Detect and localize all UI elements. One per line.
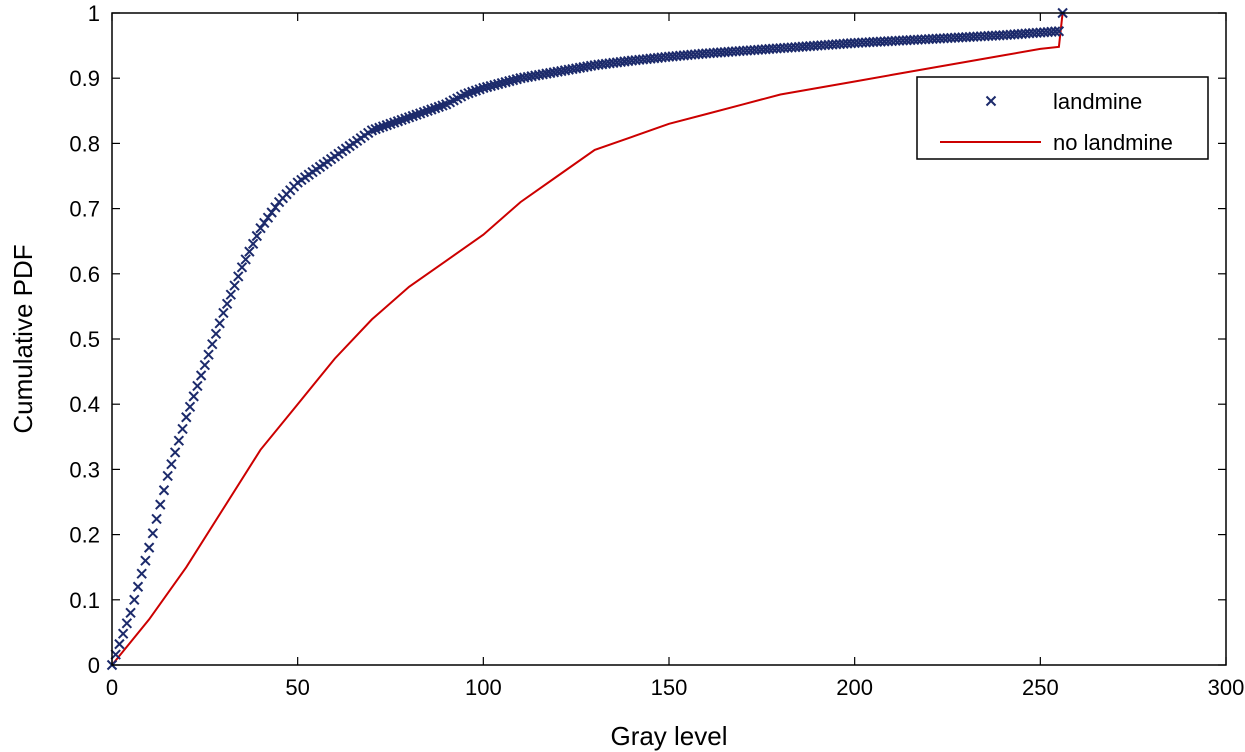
landmine-marker — [221, 298, 233, 309]
series-no-landmine-line — [111, 12, 1064, 666]
landmine-marker — [162, 470, 173, 482]
landmine-marker — [207, 339, 218, 350]
x-tick-label: 50 — [285, 675, 309, 700]
landmine-marker — [270, 202, 281, 213]
landmine-marker — [147, 528, 159, 539]
landmine-marker — [1049, 26, 1061, 37]
landmine-marker — [169, 447, 181, 458]
legend: landmine no landmine — [916, 76, 1209, 160]
landmine-marker — [199, 359, 211, 371]
legend-box — [916, 76, 1209, 160]
landmine-marker — [166, 458, 177, 470]
legend-no-landmine-label: no landmine — [1053, 130, 1173, 155]
legend-landmine-marker — [985, 95, 997, 107]
landmine-marker — [114, 638, 125, 650]
landmine-marker — [181, 412, 192, 423]
axis-ticks: 0 50 100 150 200 250 300 0 0.1 0.2 0.3 0.4 0.5 0.6 0.7… — [69, 1, 1244, 700]
landmine-marker — [158, 485, 170, 496]
landmine-marker — [173, 435, 185, 446]
y-tick-label: 0.2 — [69, 523, 100, 548]
landmine-marker — [266, 207, 277, 218]
y-tick-label: 0.1 — [69, 588, 100, 613]
y-tick-label: 0.3 — [69, 457, 100, 482]
x-tick-label: 250 — [1022, 675, 1059, 700]
x-tick-label: 150 — [651, 675, 688, 700]
y-tick-label: 0 — [88, 653, 100, 678]
landmine-marker — [184, 401, 196, 413]
landmine-marker — [155, 499, 166, 510]
landmine-marker — [210, 328, 222, 339]
x-axis-title: Gray level — [610, 721, 727, 751]
landmine-marker — [225, 289, 237, 300]
landmine-marker — [117, 628, 129, 639]
landmine-marker — [121, 618, 133, 629]
landmine-marker — [203, 349, 214, 360]
landmine-marker — [143, 542, 155, 553]
x-tick-label: 300 — [1208, 675, 1245, 700]
landmine-marker — [240, 254, 251, 265]
y-tick-label: 0.8 — [69, 131, 100, 156]
landmine-marker — [218, 307, 229, 319]
y-axis-title: Cumulative PDF — [8, 244, 38, 433]
legend-landmine-label: landmine — [1053, 89, 1142, 114]
landmine-marker — [140, 555, 151, 566]
x-tick-label: 0 — [106, 675, 118, 700]
landmine-marker — [244, 246, 255, 257]
y-tick-label: 0.4 — [69, 392, 100, 417]
landmine-marker — [255, 222, 266, 234]
landmine-marker — [151, 513, 162, 525]
landmine-marker — [195, 370, 207, 381]
landmine-marker — [251, 230, 263, 242]
y-tick-label: 0.6 — [69, 262, 100, 287]
landmine-marker — [214, 318, 225, 329]
landmine-marker — [233, 271, 244, 282]
y-tick-label: 0.7 — [69, 197, 100, 222]
landmine-marker — [1053, 26, 1065, 37]
landmine-marker — [262, 212, 274, 223]
x-tick-label: 100 — [465, 675, 502, 700]
landmine-marker — [247, 238, 259, 250]
landmine-marker — [136, 568, 147, 579]
landmine-marker — [229, 280, 240, 291]
landmine-marker — [236, 262, 248, 273]
y-tick-label: 0.9 — [69, 66, 100, 91]
landmine-marker — [188, 391, 199, 402]
x-tick-label: 200 — [836, 675, 873, 700]
plot-area — [106, 7, 1068, 671]
landmine-marker — [132, 581, 144, 592]
landmine-marker — [192, 380, 203, 392]
y-tick-label: 1 — [88, 1, 100, 26]
landmine-marker — [125, 607, 136, 619]
landmine-marker — [129, 594, 140, 606]
y-tick-label: 0.5 — [69, 327, 100, 352]
landmine-marker — [259, 217, 270, 229]
landmine-marker — [177, 423, 188, 435]
